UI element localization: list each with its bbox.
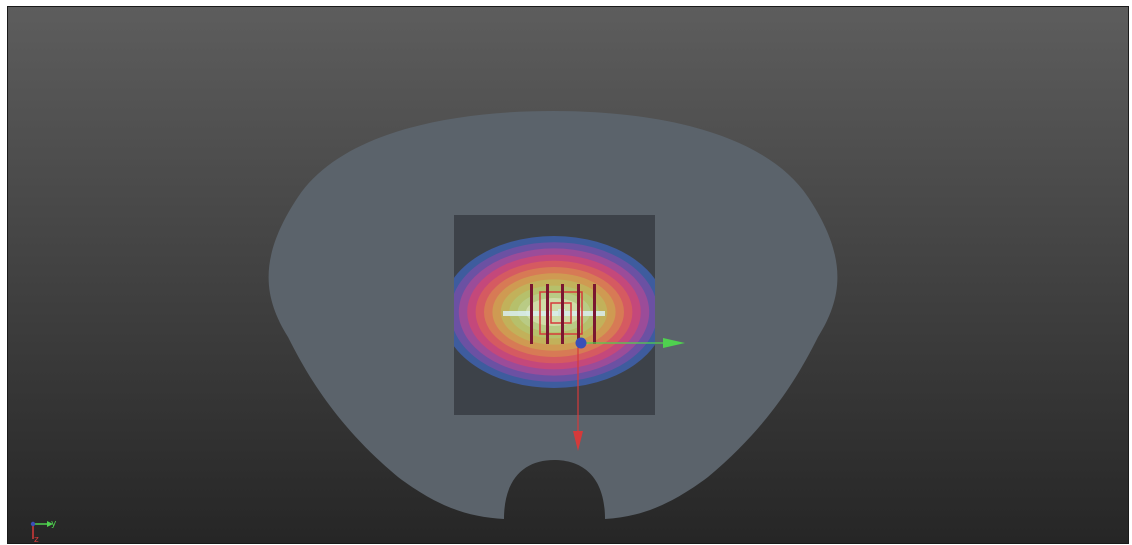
gizmo-center[interactable] (575, 337, 587, 349)
triad-y-label: y (51, 519, 57, 529)
orientation-triad: y z (30, 519, 57, 543)
triad-origin (30, 521, 36, 527)
scene-canvas[interactable]: y z (8, 7, 1128, 543)
needle-rods (530, 284, 596, 344)
triad-z-label: z (34, 535, 39, 543)
needle-rod[interactable] (546, 284, 549, 344)
triad-y-arrow (47, 521, 53, 527)
transform-gizmo[interactable] (573, 337, 685, 452)
needle-rod[interactable] (530, 284, 533, 344)
needle-guide-bar (503, 311, 605, 316)
gizmo-y-arrow[interactable] (663, 338, 685, 348)
needle-rod[interactable] (593, 284, 596, 344)
needle-rod[interactable] (577, 284, 580, 344)
needle-rod[interactable] (561, 284, 564, 344)
gizmo-x-arrow[interactable] (573, 431, 583, 451)
3d-viewport[interactable]: y z (7, 6, 1129, 544)
